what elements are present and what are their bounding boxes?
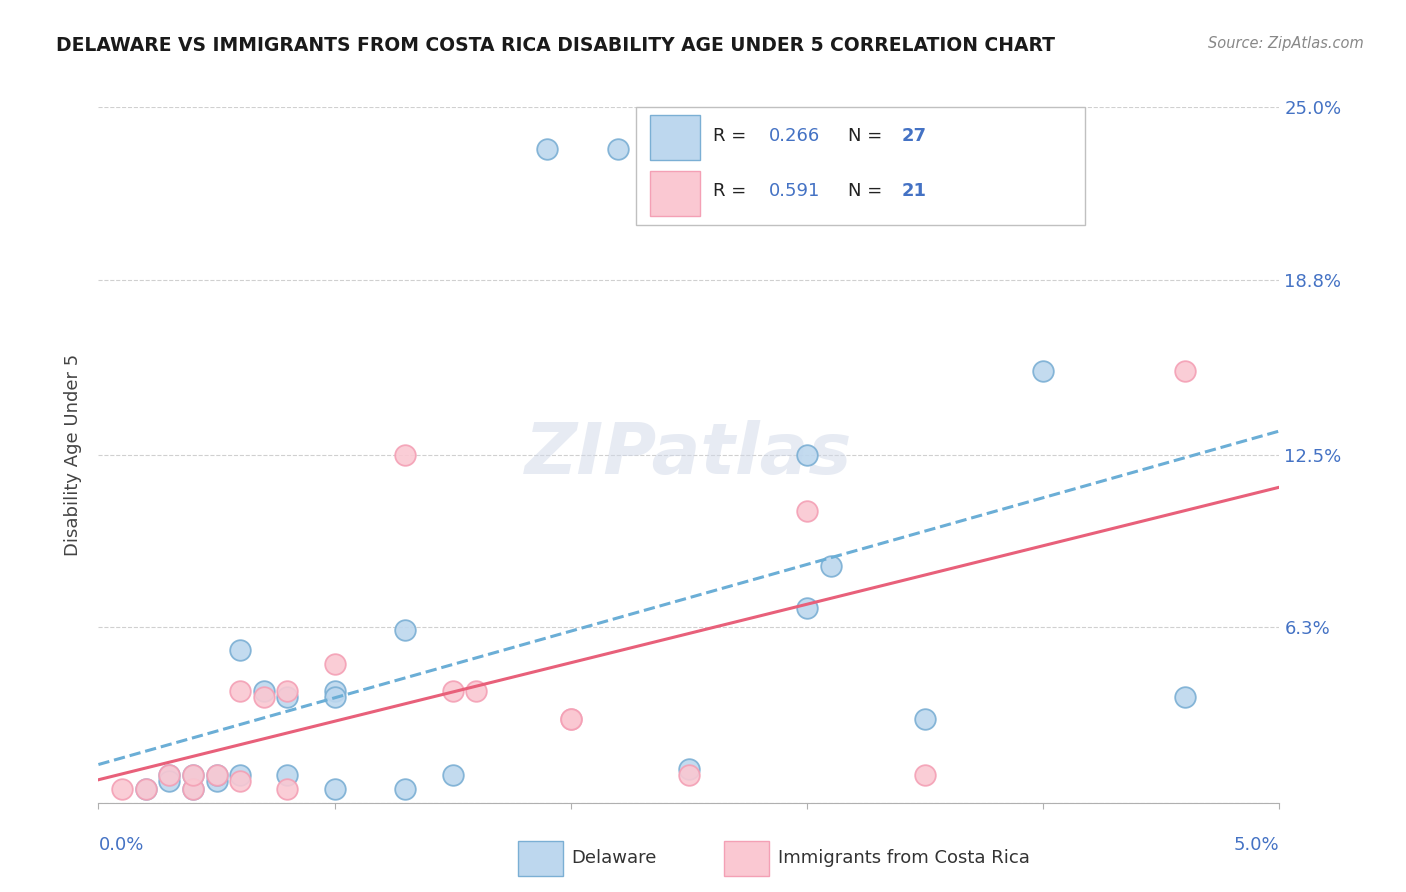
Point (678, 768, 700, 782)
Point (914, 712, 936, 726)
Point (229, 768, 252, 782)
Point (276, 781, 298, 796)
Text: N =: N = (848, 182, 889, 200)
Text: 0.0%: 0.0% (98, 836, 143, 855)
Point (536, 142, 558, 156)
Point (157, 768, 180, 782)
Point (394, 624, 416, 638)
Point (276, 768, 298, 782)
Point (229, 642, 252, 657)
Text: Immigrants from Costa Rica: Immigrants from Costa Rica (778, 849, 1029, 867)
Point (157, 768, 180, 782)
Point (678, 763, 700, 777)
Text: 0.266: 0.266 (769, 127, 821, 145)
Point (560, 712, 582, 726)
Point (157, 773, 180, 788)
Point (560, 712, 582, 726)
Text: 5.0%: 5.0% (1234, 836, 1279, 855)
Text: Delaware: Delaware (571, 849, 657, 867)
Point (181, 781, 204, 796)
Point (914, 768, 936, 782)
Text: 0.591: 0.591 (769, 182, 821, 200)
Text: DELAWARE VS IMMIGRANTS FROM COSTA RICA DISABILITY AGE UNDER 5 CORRELATION CHART: DELAWARE VS IMMIGRANTS FROM COSTA RICA D… (56, 36, 1056, 54)
Point (229, 684, 252, 698)
Point (205, 768, 228, 782)
Point (1032, 364, 1054, 378)
Point (276, 690, 298, 704)
Point (111, 781, 134, 796)
Point (441, 684, 464, 698)
Point (276, 684, 298, 698)
Point (1174, 690, 1197, 704)
Text: 27: 27 (901, 127, 927, 145)
FancyBboxPatch shape (724, 841, 769, 876)
Point (253, 684, 276, 698)
Point (796, 503, 818, 517)
Point (253, 690, 276, 704)
Point (205, 768, 228, 782)
Point (394, 448, 416, 462)
Point (135, 781, 157, 796)
Point (1174, 364, 1197, 378)
Point (607, 142, 630, 156)
Point (229, 773, 252, 788)
Point (796, 601, 818, 615)
Point (135, 781, 157, 796)
Point (323, 690, 346, 704)
Text: 21: 21 (901, 182, 927, 200)
Point (394, 781, 416, 796)
FancyBboxPatch shape (650, 115, 700, 161)
Point (181, 781, 204, 796)
FancyBboxPatch shape (517, 841, 562, 876)
Text: N =: N = (848, 127, 889, 145)
Text: ZIPatlas: ZIPatlas (526, 420, 852, 490)
Point (465, 684, 488, 698)
FancyBboxPatch shape (650, 170, 700, 216)
Point (323, 781, 346, 796)
Y-axis label: Disability Age Under 5: Disability Age Under 5 (65, 354, 83, 556)
Text: Source: ZipAtlas.com: Source: ZipAtlas.com (1208, 36, 1364, 51)
Point (796, 448, 818, 462)
Point (205, 773, 228, 788)
Point (181, 768, 204, 782)
Text: R =: R = (713, 182, 752, 200)
Text: R =: R = (713, 127, 752, 145)
FancyBboxPatch shape (636, 107, 1084, 226)
Point (820, 559, 842, 574)
Point (323, 657, 346, 671)
Point (181, 768, 204, 782)
Point (441, 768, 464, 782)
Point (323, 684, 346, 698)
